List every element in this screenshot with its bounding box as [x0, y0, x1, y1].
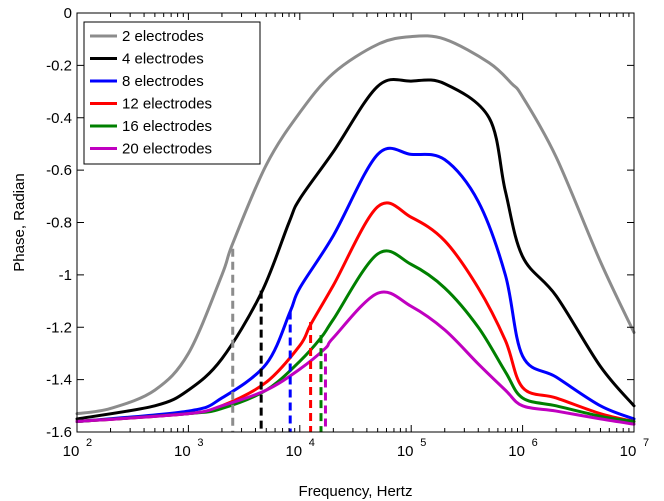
legend-label-1: 2 electrodes	[122, 28, 204, 45]
marker-layer	[231, 248, 327, 432]
x-tick-label-2: 10	[174, 443, 191, 460]
y-tick-label-7: -1.2	[46, 319, 72, 336]
series-line-5	[75, 249, 636, 424]
x-tick-exponent-4: 5	[420, 437, 426, 449]
x-tick-label-3: 10	[285, 443, 302, 460]
x-axis-label: Frequency, Hertz	[299, 483, 413, 500]
legend-box	[83, 21, 261, 165]
y-tick-label-8: -1.4	[46, 372, 72, 389]
x-tick-label-6: 10	[620, 443, 637, 460]
y-axis-label: Phase, Radian	[11, 173, 28, 271]
x-tick-exponent-1: 2	[86, 437, 92, 449]
y-tick-label-2: -0.2	[46, 57, 72, 74]
series-line-2	[75, 77, 636, 421]
series-layer	[75, 34, 636, 426]
legend-label-3: 8 electrodes	[122, 73, 204, 90]
y-tick-label-1: 0	[64, 5, 72, 22]
legend: 2 electrodes 4 electrodes 8 electrodes 12 e…	[83, 21, 261, 165]
y-tick-label-5: -0.8	[46, 215, 72, 232]
series-line-6	[75, 290, 636, 426]
series-line-3	[75, 146, 636, 424]
series-line-1	[75, 34, 636, 416]
tick-layer: 10 2 10 3 10 4 10 5 10 6 10 7 0 -0.2 -0.4 -0.6 -0.8 -1 -1.…	[46, 5, 649, 460]
legend-label-2: 4 electrodes	[122, 51, 204, 68]
x-tick-label-5: 10	[508, 443, 525, 460]
legend-label-4: 12 electrodes	[122, 96, 212, 113]
y-tick-label-6: -1	[59, 267, 72, 284]
legend-label-6: 20 electrodes	[122, 141, 212, 158]
x-tick-label-1: 10	[63, 443, 80, 460]
x-tick-exponent-3: 4	[309, 437, 315, 449]
x-tick-exponent-2: 3	[197, 437, 203, 449]
y-tick-label-4: -0.6	[46, 162, 72, 179]
legend-label-5: 16 electrodes	[122, 118, 212, 135]
x-tick-label-4: 10	[397, 443, 414, 460]
y-tick-label-3: -0.4	[46, 110, 72, 127]
x-tick-exponent-6: 7	[643, 437, 649, 449]
x-tick-exponent-5: 6	[532, 437, 538, 449]
y-tick-label-9: -1.6	[46, 424, 72, 441]
